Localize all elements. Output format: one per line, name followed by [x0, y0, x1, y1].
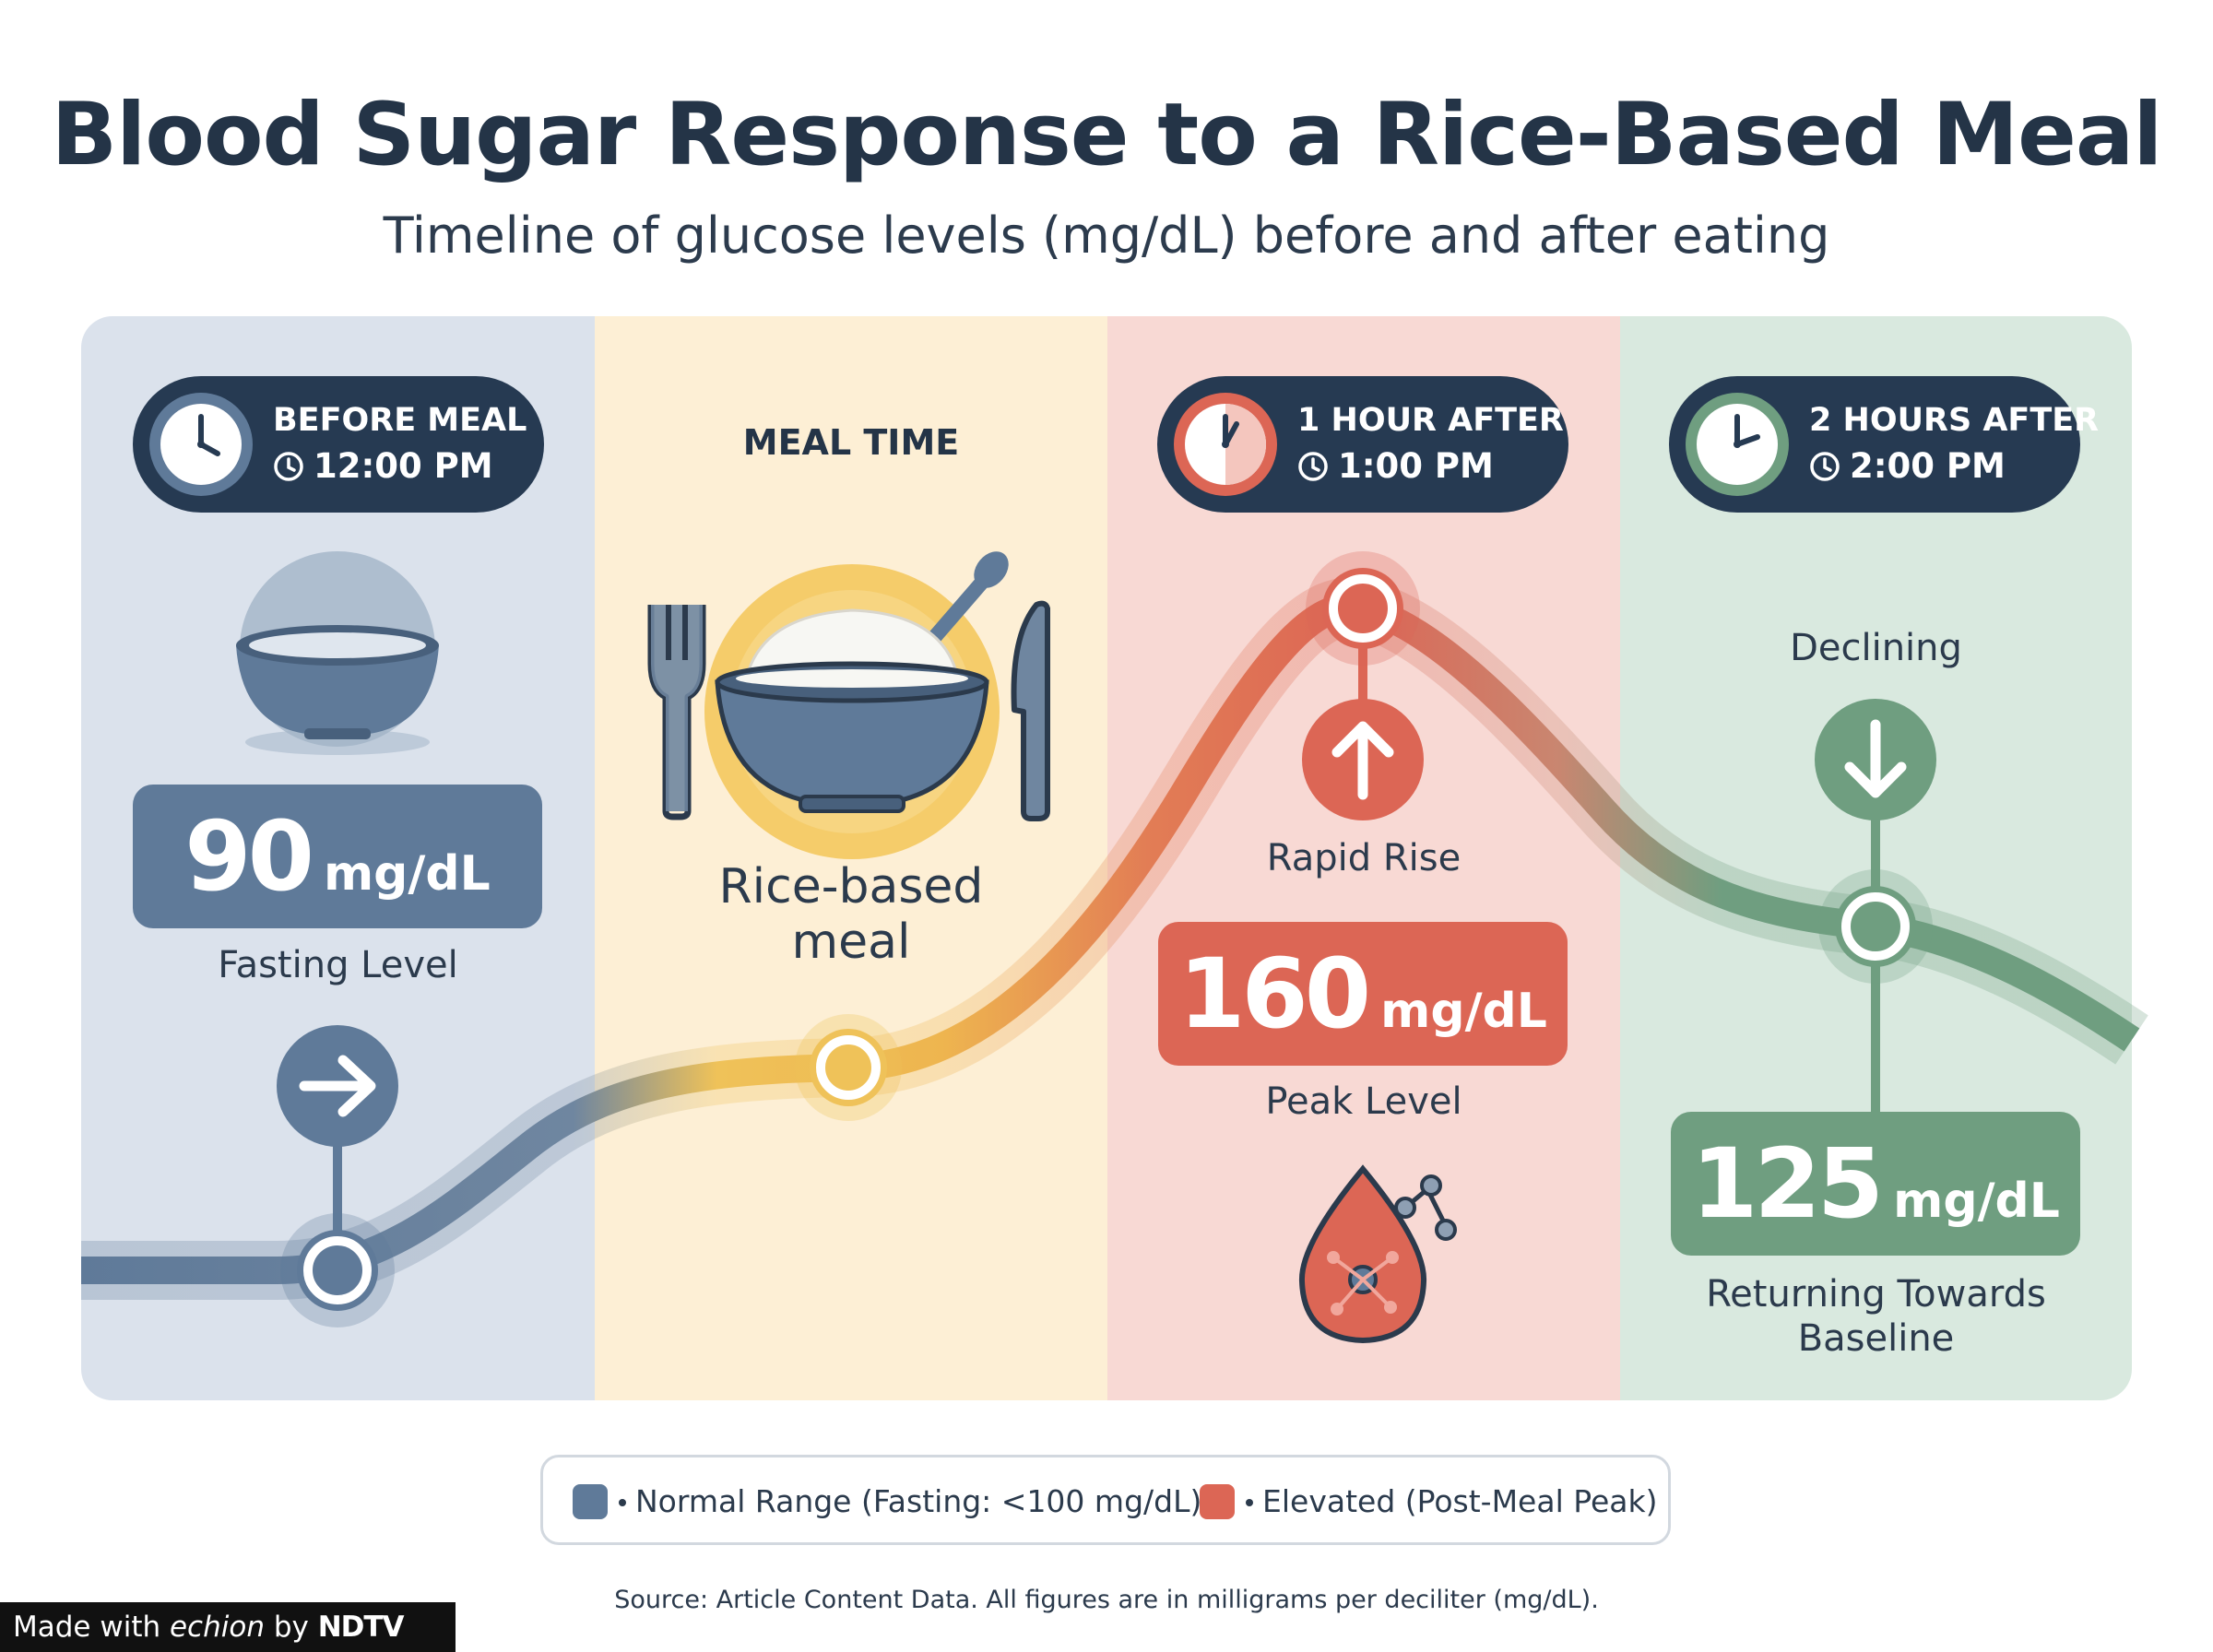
legend-label-elevated: Elevated (Post-Meal Peak): [1262, 1483, 1658, 1519]
meal-caption-line2: meal: [791, 914, 911, 970]
arrow-down-icon: [1815, 699, 1936, 820]
two-hours-caption-line1: Returning Towards: [1706, 1273, 2046, 1316]
fasting-unit: mg/dL: [323, 846, 491, 902]
trend-rapid-rise: Rapid Rise: [1266, 837, 1462, 879]
two-hours-after-pill: 2 HOURS AFTER 2:00 PM: [1669, 376, 2099, 513]
knife-icon: [1011, 600, 1050, 821]
chart-subtitle: Timeline of glucose levels (mg/dL) befor…: [383, 206, 1830, 265]
legend-item-elevated: Elevated (Post-Meal Peak): [1200, 1483, 1657, 1519]
source-note: Source: Article Content Data. All figure…: [614, 1586, 1599, 1614]
legend-label-normal: Normal Range (Fasting: <100 mg/dL): [635, 1483, 1202, 1519]
stage-title-before-meal: BEFORE MEAL: [273, 402, 527, 439]
clock-icon: [149, 393, 253, 496]
peak-caption: Peak Level: [1265, 1080, 1462, 1123]
one-hour-after-pill: 1 HOUR AFTER 1:00 PM: [1157, 376, 1568, 513]
value-box-two-hours: 125 mg/dL: [1671, 1112, 2080, 1256]
badge-by: by: [273, 1611, 309, 1644]
time-icon: [1810, 452, 1840, 481]
empty-bowl-icon: [236, 551, 439, 755]
before-meal-pill: BEFORE MEAL 12:00 PM: [133, 376, 544, 513]
two-hours-caption-line2: Baseline: [1797, 1317, 1955, 1360]
fasting-value: 90: [184, 800, 314, 913]
point-peak: [1306, 551, 1420, 666]
legend: Normal Range (Fasting: <100 mg/dL) Eleva…: [540, 1455, 1671, 1545]
stage-title-two-hours: 2 HOURS AFTER: [1809, 402, 2100, 439]
two-hours-value: 125: [1691, 1127, 1884, 1240]
meal-caption: Rice-based meal: [595, 859, 1107, 970]
clock-icon: [1686, 393, 1789, 496]
badge-owner-logo: NDTV: [317, 1611, 405, 1644]
stage-title-meal-time: MEAL TIME: [742, 422, 960, 463]
blood-drop-icon: [1298, 1164, 1457, 1344]
time-icon: [1298, 452, 1328, 481]
value-box-before-meal: 90 mg/dL: [133, 785, 542, 928]
made-with-badge[interactable]: Made with echion by NDTV: [0, 1602, 456, 1652]
fork-icon: [647, 605, 706, 820]
point-two-hours: [1818, 869, 1933, 984]
time-icon: [274, 452, 303, 481]
chart-title: Blood Sugar Response to a Rice-Based Mea…: [51, 85, 2163, 185]
arrow-right-icon: [277, 1025, 398, 1147]
arrow-up-icon: [1302, 699, 1424, 820]
legend-swatch-elevated: [1200, 1484, 1235, 1519]
badge-brand: echion: [169, 1611, 265, 1644]
peak-value: 160: [1178, 938, 1371, 1050]
legend-swatch-normal: [573, 1484, 608, 1519]
value-box-peak: 160 mg/dL: [1158, 922, 1568, 1066]
two-hours-unit: mg/dL: [1893, 1174, 2060, 1229]
legend-item-normal: Normal Range (Fasting: <100 mg/dL): [573, 1483, 1201, 1519]
point-meal-time: [795, 1014, 902, 1121]
stage-time-before-meal: 12:00 PM: [314, 446, 493, 486]
trend-declining: Declining: [1790, 627, 1962, 669]
badge-prefix: Made with: [13, 1611, 161, 1644]
peak-unit: mg/dL: [1380, 984, 1547, 1039]
two-hours-caption: Returning Towards Baseline: [1620, 1272, 2132, 1361]
meal-caption-line1: Rice-based: [718, 859, 984, 914]
glucose-curve: [81, 593, 2140, 1284]
fasting-caption: Fasting Level: [218, 944, 458, 986]
rice-bowl-icon: [704, 551, 1009, 859]
stage-time-one-hour: 1:00 PM: [1338, 446, 1494, 486]
stage-title-one-hour: 1 HOUR AFTER: [1297, 402, 1564, 439]
stage-time-two-hours: 2:00 PM: [1850, 446, 2006, 486]
clock-icon: [1174, 393, 1277, 496]
point-before-meal: [280, 1213, 395, 1328]
